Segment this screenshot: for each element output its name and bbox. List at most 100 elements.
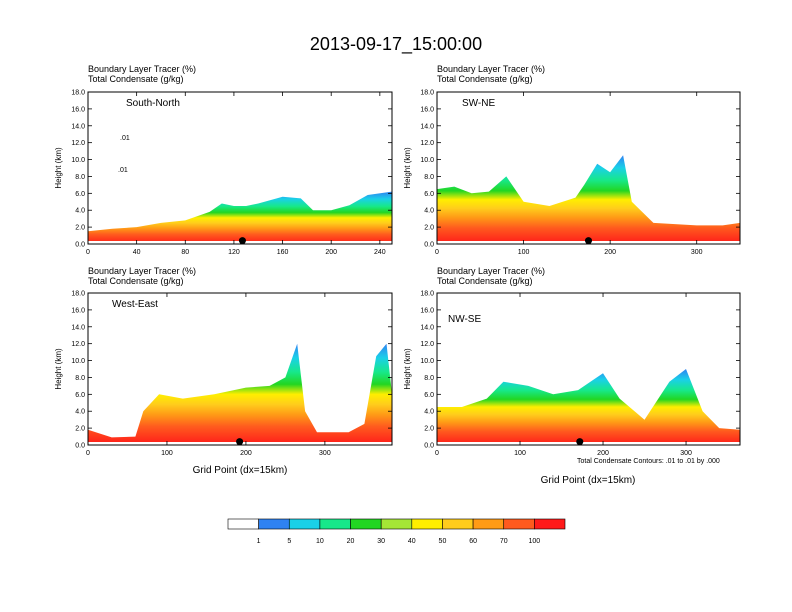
x-tick-label: 240	[374, 249, 386, 256]
colorbar-label: 60	[469, 538, 477, 545]
colorbar-label: 50	[439, 538, 447, 545]
region-label: NW-SE	[448, 314, 481, 325]
x-tick-label: 100	[161, 450, 173, 457]
colorbar-label: 5	[287, 538, 291, 545]
panel-nw-se: Boundary Layer Tracer (%) Total Condensa…	[403, 266, 741, 486]
colorbar-label: 70	[500, 538, 508, 545]
tracer-field	[88, 191, 392, 244]
y-tick-label: 14.0	[420, 123, 434, 130]
x-tick-label: 0	[86, 249, 90, 256]
y-tick-label: 8.0	[75, 375, 85, 382]
colorbar-swatch	[319, 518, 351, 530]
tracer-field	[88, 343, 392, 445]
y-tick-label: 0.0	[75, 443, 85, 450]
y-tick-label: 10.0	[420, 157, 434, 164]
y-tick-label: 18.0	[71, 90, 85, 97]
y-axis-label: Height (km)	[403, 147, 412, 189]
x-tick-label: 300	[691, 249, 703, 256]
colorbar-swatch	[258, 518, 290, 530]
y-tick-label: 2.0	[424, 426, 434, 433]
x-tick-label: 300	[319, 450, 331, 457]
contour-label: .01	[118, 167, 128, 174]
x-tick-label: 0	[435, 249, 439, 256]
y-tick-label: 12.0	[71, 140, 85, 147]
y-tick-label: 14.0	[71, 324, 85, 331]
y-tick-label: 4.0	[424, 208, 434, 215]
panel-subtitle: Total Condensate (g/kg)	[437, 276, 533, 286]
colorbar-label: 20	[347, 538, 355, 545]
y-tick-label: 14.0	[420, 324, 434, 331]
y-tick-label: 16.0	[420, 106, 434, 113]
y-tick-label: 4.0	[75, 208, 85, 215]
panel-subtitle: Total Condensate (g/kg)	[88, 276, 184, 286]
y-tick-label: 8.0	[75, 174, 85, 181]
y-axis-label: Height (km)	[54, 348, 63, 390]
y-tick-label: 6.0	[75, 191, 85, 198]
y-tick-label: 18.0	[420, 291, 434, 298]
x-tick-label: 0	[435, 450, 439, 457]
y-tick-label: 4.0	[424, 409, 434, 416]
plot-frame	[436, 292, 741, 446]
colorbar-swatch	[534, 518, 566, 530]
y-tick-label: 16.0	[71, 106, 85, 113]
y-tick-label: 16.0	[420, 307, 434, 314]
y-tick-label: 4.0	[75, 409, 85, 416]
y-tick-label: 6.0	[75, 392, 85, 399]
y-tick-label: 12.0	[420, 341, 434, 348]
y-tick-label: 6.0	[424, 191, 434, 198]
colorbar-swatch	[411, 518, 443, 530]
colorbar-swatch	[227, 518, 259, 530]
tracer-field	[437, 369, 740, 445]
y-tick-label: 2.0	[75, 426, 85, 433]
panel-subtitle: Total Condensate (g/kg)	[88, 74, 184, 84]
region-label: West-East	[112, 299, 158, 310]
colorbar-label: 10	[316, 538, 324, 545]
panel-title: Boundary Layer Tracer (%)	[437, 266, 545, 276]
location-marker	[238, 237, 246, 245]
figure-title: 2013-09-17_15:00:00	[310, 34, 482, 55]
y-tick-label: 0.0	[424, 242, 434, 249]
colorbar-swatch	[472, 518, 505, 530]
x-tick-label: 100	[514, 450, 526, 457]
location-marker	[585, 237, 592, 245]
y-tick-label: 16.0	[71, 307, 85, 314]
x-tick-label: 200	[325, 249, 337, 256]
colorbar-swatch	[503, 518, 535, 530]
y-tick-label: 8.0	[424, 375, 434, 382]
colorbar-label: 30	[377, 538, 385, 545]
terrain-ground	[437, 442, 740, 445]
y-tick-label: 0.0	[75, 242, 85, 249]
x-tick-label: 200	[604, 249, 616, 256]
x-tick-label: 300	[680, 450, 692, 457]
y-tick-label: 12.0	[71, 341, 85, 348]
x-tick-label: 200	[597, 450, 609, 457]
colorbar-swatch	[288, 518, 321, 530]
panel-subtitle: Total Condensate (g/kg)	[437, 74, 533, 84]
y-axis-label: Height (km)	[403, 348, 412, 390]
colorbar-label: 40	[408, 538, 416, 545]
y-tick-label: 18.0	[71, 291, 85, 298]
y-tick-label: 10.0	[71, 157, 85, 164]
y-tick-label: 12.0	[420, 140, 434, 147]
plot-frame	[87, 91, 393, 245]
panel-west-east: Boundary Layer Tracer (%) Total Condensa…	[54, 266, 393, 476]
y-tick-label: 10.0	[420, 358, 434, 365]
panel-title: Boundary Layer Tracer (%)	[437, 64, 545, 74]
y-tick-label: 0.0	[424, 443, 434, 450]
contour-footnote: Total Condensate Contours: .01 to .01 by…	[577, 458, 720, 465]
panel-south-north: Boundary Layer Tracer (%) Total Condensa…	[54, 64, 393, 256]
colorbar-label: 1	[257, 538, 261, 545]
panel-sw-ne: Boundary Layer Tracer (%) Total Condensa…	[403, 64, 741, 256]
x-tick-label: 40	[133, 249, 141, 256]
x-tick-label: 200	[240, 450, 252, 457]
y-tick-label: 2.0	[424, 225, 434, 232]
x-tick-label: 80	[181, 249, 189, 256]
colorbar-swatch	[350, 518, 382, 530]
y-tick-label: 8.0	[424, 174, 434, 181]
x-tick-label: 120	[228, 249, 240, 256]
x-tick-label: 160	[277, 249, 289, 256]
panel-title: Boundary Layer Tracer (%)	[88, 64, 196, 74]
panel-title: Boundary Layer Tracer (%)	[88, 266, 196, 276]
colorbar-swatch	[442, 518, 474, 530]
